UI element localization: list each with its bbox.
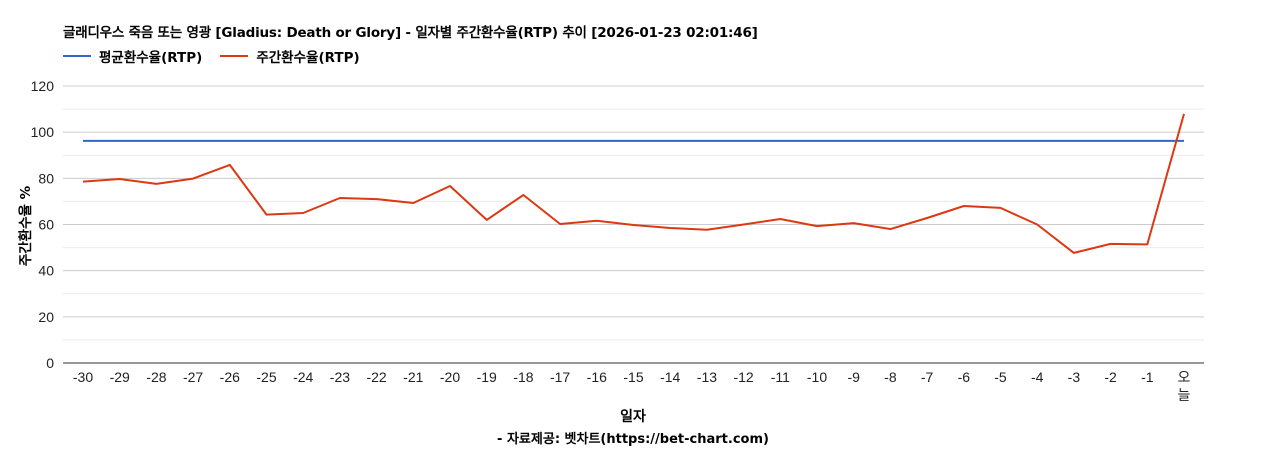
legend-swatch-average [63,55,91,57]
x-tick-label: -26 [220,369,240,385]
y-tick-label: 60 [38,217,54,233]
x-tick-label: -1 [1141,369,1154,385]
x-tick-label: -20 [440,369,460,385]
y-axis-ticks: 0 20 40 60 80 100 120 [31,78,55,371]
x-tick-label: -15 [623,369,643,385]
y-tick-label: 0 [46,355,54,371]
x-tick-label: -25 [256,369,276,385]
x-tick-label: -10 [807,369,827,385]
y-tick-label: 40 [38,263,54,279]
x-axis-ticks: -30 -29 -28 -27 -26 -25 -24 -23 -22 -21 -20 -19 -18 -… [73,369,1191,404]
gridlines [63,85,1204,341]
x-tick-label: -16 [587,369,607,385]
legend-item-weekly[interactable]: 주간환수율(RTP) [220,46,360,66]
x-tick-label: -27 [183,369,203,385]
y-tick-label: 100 [31,124,55,140]
x-tick-label: -13 [697,369,717,385]
x-tick-label: -22 [366,369,386,385]
chart-title: 글래디우스 죽음 또는 영광 [Gladius: Death or Glory]… [63,25,758,41]
x-tick-label: -17 [550,369,570,385]
x-tick-label: -3 [1068,369,1081,385]
data-lines [82,113,1185,254]
x-tick-label: -6 [958,369,971,385]
x-tick-label: -2 [1104,369,1117,385]
x-tick-label: -14 [660,369,680,385]
data-source-credit: - 자료제공: 벳차트(https://bet-chart.com) [497,432,769,447]
x-tick-label: -24 [293,369,313,385]
x-tick-label: -19 [477,369,497,385]
x-tick-label: -7 [921,369,934,385]
x-tick-label: -30 [73,369,93,385]
x-tick-label: -4 [1031,369,1044,385]
x-tick-label: -21 [403,369,423,385]
series-line[interactable] [82,113,1185,254]
x-tick-label: -18 [513,369,533,385]
y-tick-label: 80 [38,170,54,186]
x-tick-label: -23 [330,369,350,385]
x-tick-label: 오 [1178,370,1191,386]
legend-swatch-weekly [220,55,249,57]
legend: 평균환수율(RTP) 주간환수율(RTP) [63,46,378,66]
legend-item-average[interactable]: 평균환수율(RTP) [63,46,202,66]
x-tick-label: -5 [994,369,1007,385]
legend-label-weekly: 주간환수율(RTP) [256,50,360,66]
x-tick-label: -9 [847,369,860,385]
x-tick-label: 늘 [1178,388,1191,404]
x-axis-title: 일자 [620,409,646,425]
x-tick-label: -12 [733,369,753,385]
x-tick-label: -8 [884,369,897,385]
y-tick-label: 20 [38,309,54,325]
x-tick-label: -11 [771,369,790,385]
y-axis-title: 주간환수율 % [18,185,34,267]
legend-label-average: 평균환수율(RTP) [99,50,203,66]
x-tick-label: -28 [146,369,166,385]
x-tick-label: -29 [110,369,130,385]
y-tick-label: 120 [31,78,55,94]
